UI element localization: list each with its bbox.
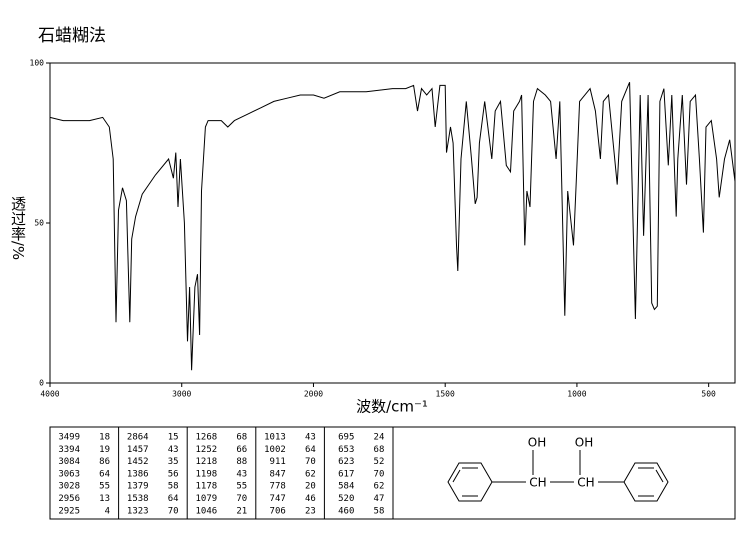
- peak-wavenumber: 2925: [58, 506, 80, 516]
- peak-transmittance: 64: [168, 494, 179, 504]
- peak-wavenumber: 1268: [196, 433, 218, 443]
- peak-wavenumber: 1046: [196, 506, 218, 516]
- peak-transmittance: 43: [236, 469, 247, 479]
- peak-wavenumber: 1002: [264, 445, 286, 455]
- peak-transmittance: 70: [168, 506, 179, 516]
- peak-wavenumber: 617: [338, 469, 354, 479]
- peak-wavenumber: 1538: [127, 494, 149, 504]
- chart-title: 石蜡糊法: [38, 26, 106, 46]
- peak-wavenumber: 1452: [127, 457, 149, 467]
- peak-wavenumber: 1379: [127, 482, 149, 492]
- peak-wavenumber: 1198: [196, 469, 218, 479]
- peak-wavenumber: 3084: [58, 457, 80, 467]
- structure-label: CH: [529, 476, 546, 490]
- peak-transmittance: 64: [99, 469, 110, 479]
- peak-wavenumber: 1323: [127, 506, 149, 516]
- peak-transmittance: 58: [168, 482, 179, 492]
- peak-wavenumber: 1457: [127, 445, 149, 455]
- peak-wavenumber: 1079: [196, 494, 218, 504]
- peak-wavenumber: 3499: [58, 433, 80, 443]
- peak-transmittance: 64: [305, 445, 316, 455]
- y-tick-label: 0: [39, 379, 44, 388]
- spectrum-line: [49, 82, 736, 371]
- peak-transmittance: 18: [99, 433, 110, 443]
- peak-wavenumber: 706: [270, 506, 286, 516]
- peak-wavenumber: 911: [270, 457, 286, 467]
- peak-wavenumber: 2864: [127, 433, 149, 443]
- peak-wavenumber: 1218: [196, 457, 218, 467]
- structure-label: OH: [528, 436, 546, 450]
- peak-transmittance: 88: [236, 457, 247, 467]
- peak-transmittance: 46: [305, 494, 316, 504]
- peak-wavenumber: 623: [338, 457, 354, 467]
- peak-wavenumber: 3028: [58, 482, 80, 492]
- x-tick-label: 1500: [436, 390, 455, 399]
- peak-transmittance: 23: [305, 506, 316, 516]
- peak-transmittance: 19: [99, 445, 110, 455]
- peak-transmittance: 68: [236, 433, 247, 443]
- peak-transmittance: 68: [374, 445, 385, 455]
- peak-transmittance: 24: [374, 433, 385, 443]
- x-tick-label: 2000: [304, 390, 323, 399]
- peak-transmittance: 55: [236, 482, 247, 492]
- peak-transmittance: 70: [305, 457, 316, 467]
- peak-transmittance: 66: [236, 445, 247, 455]
- peak-wavenumber: 1252: [196, 445, 218, 455]
- peak-transmittance: 62: [305, 469, 316, 479]
- y-axis-label: 透过率/%: [9, 196, 27, 260]
- peak-transmittance: 21: [236, 506, 247, 516]
- peak-transmittance: 86: [99, 457, 110, 467]
- peak-transmittance: 55: [99, 482, 110, 492]
- peak-transmittance: 4: [105, 506, 110, 516]
- ring-bond: [452, 469, 461, 483]
- x-tick-label: 1000: [567, 390, 586, 399]
- y-tick-label: 100: [30, 59, 45, 68]
- peak-transmittance: 70: [236, 494, 247, 504]
- peak-wavenumber: 1178: [196, 482, 218, 492]
- peak-wavenumber: 653: [338, 445, 354, 455]
- peak-transmittance: 62: [374, 482, 385, 492]
- structure-label: CH: [577, 476, 594, 490]
- plot-frame: [49, 62, 736, 384]
- peak-transmittance: 20: [305, 482, 316, 492]
- peak-wavenumber: 847: [270, 469, 286, 479]
- peak-transmittance: 43: [168, 445, 179, 455]
- peak-wavenumber: 460: [338, 506, 354, 516]
- structure-label: OH: [575, 436, 593, 450]
- x-tick-label: 500: [701, 390, 716, 399]
- peak-transmittance: 70: [374, 469, 385, 479]
- ring-bond: [655, 469, 664, 483]
- structure: [447, 450, 669, 502]
- peak-wavenumber: 747: [270, 494, 286, 504]
- peak-wavenumber: 1386: [127, 469, 149, 479]
- peak-wavenumber: 520: [338, 494, 354, 504]
- peak-wavenumber: 3394: [58, 445, 80, 455]
- peak-transmittance: 56: [168, 469, 179, 479]
- benzene-ring: [623, 462, 669, 502]
- peak-transmittance: 35: [168, 457, 179, 467]
- x-tick-label: 3000: [172, 390, 191, 399]
- peak-transmittance: 13: [99, 494, 110, 504]
- peak-transmittance: 43: [305, 433, 316, 443]
- peak-transmittance: 52: [374, 457, 385, 467]
- peak-wavenumber: 2956: [58, 494, 80, 504]
- peak-wavenumber: 1013: [264, 433, 286, 443]
- peak-wavenumber: 695: [338, 433, 354, 443]
- peak-transmittance: 58: [374, 506, 385, 516]
- peak-transmittance: 47: [374, 494, 385, 504]
- x-tick-label: 4000: [40, 390, 59, 399]
- y-tick-label: 50: [34, 219, 44, 228]
- peak-wavenumber: 3063: [58, 469, 80, 479]
- x-axis-label: 波数/cm⁻¹: [356, 398, 428, 416]
- peak-wavenumber: 584: [338, 482, 354, 492]
- peak-wavenumber: 778: [270, 482, 286, 492]
- peak-transmittance: 15: [168, 433, 179, 443]
- benzene-ring: [447, 462, 493, 502]
